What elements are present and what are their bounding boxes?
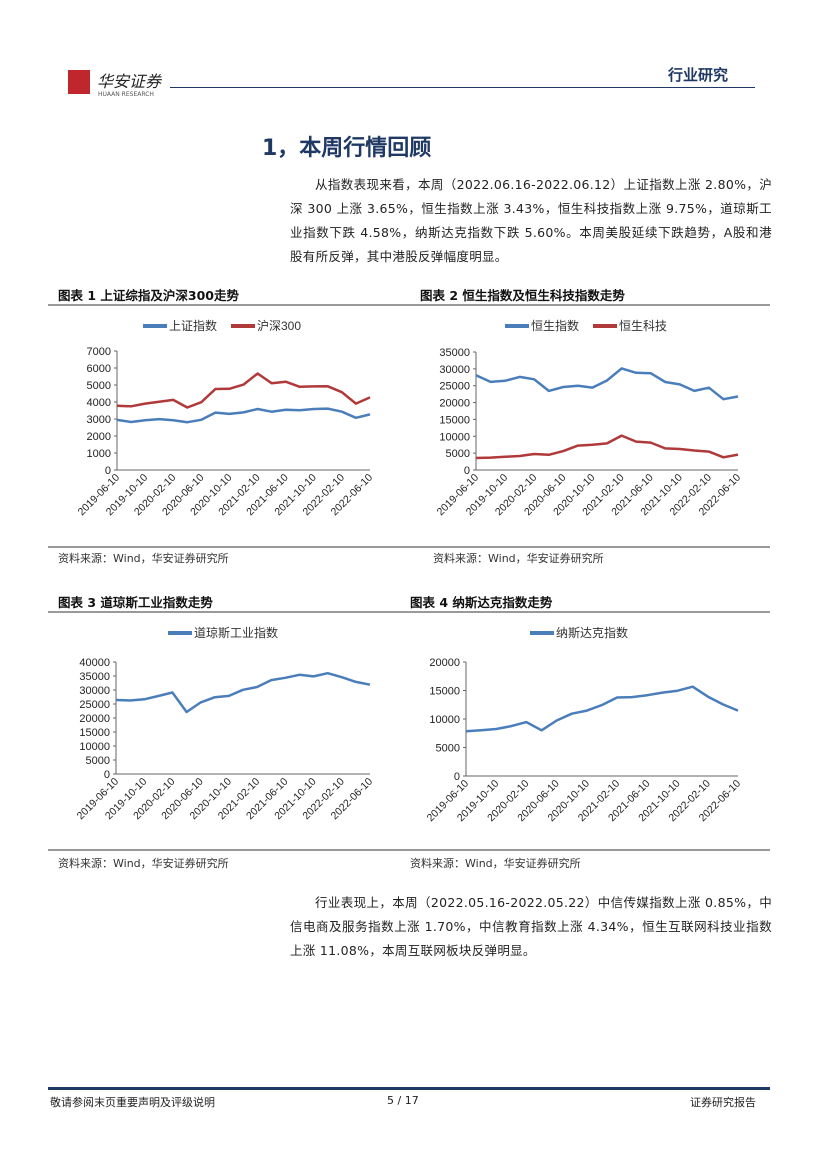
legend-label: 上证指数 — [169, 318, 217, 333]
paragraph-index-summary: 从指数表现来看，本周（2022.06.16-2022.06.12）上证指数上涨 … — [290, 177, 772, 264]
logo-subtitle: HUAAN RESEARCH — [98, 91, 154, 98]
footer-disclaimer: 敬请参阅末页重要声明及评级说明 — [50, 1096, 215, 1109]
y-tick-label: 0 — [104, 769, 110, 781]
legend-label: 恒生指数 — [531, 318, 579, 333]
y-tick-label: 5000 — [446, 448, 470, 460]
series-line — [465, 685, 739, 733]
y-tick-label: 15000 — [79, 727, 110, 739]
y-tick-label: 20000 — [429, 657, 460, 669]
footer-divider — [48, 1087, 770, 1090]
chart-row1-bottom-rule — [48, 546, 770, 548]
y-tick-label: 7000 — [87, 346, 111, 358]
y-tick-label: 3000 — [87, 414, 111, 426]
y-tick-label: 2000 — [87, 431, 111, 443]
y-tick-label: 25000 — [79, 699, 110, 711]
chart3-source: 资料来源：Wind，华安证券研究所 — [58, 857, 229, 870]
y-tick-label: 10000 — [429, 714, 460, 726]
chart-row2-bottom-rule — [48, 849, 770, 851]
legend-label: 恒生科技 — [619, 319, 667, 333]
series-line — [116, 407, 371, 424]
y-tick-label: 1000 — [87, 448, 111, 460]
chart-row1-top-rule — [48, 304, 770, 306]
series-line — [475, 434, 739, 460]
y-tick-label: 15000 — [429, 686, 460, 698]
chart4-title: 图表 4 纳斯达克指数走势 — [410, 595, 553, 610]
series-line — [116, 372, 371, 409]
chart4: 050001000015000200002019-06-102019-10-10… — [425, 625, 744, 824]
y-tick-label: 30000 — [79, 685, 110, 697]
logo-icon — [68, 70, 90, 94]
section-label: 行业研究 — [668, 66, 729, 84]
y-tick-label: 35000 — [79, 671, 110, 683]
header-divider — [170, 87, 755, 88]
chart1-title: 图表 1 上证综指及沪深300走势 — [58, 288, 239, 303]
y-tick-label: 5000 — [86, 755, 110, 767]
y-tick-label: 40000 — [79, 657, 110, 669]
logo: 华安证券 — [97, 72, 162, 91]
chart3-title: 图表 3 道琼斯工业指数走势 — [58, 595, 213, 610]
y-tick-label: 35000 — [439, 347, 470, 359]
y-tick-label: 0 — [464, 465, 470, 477]
chart1-source: 资料来源：Wind，华安证券研究所 — [58, 552, 229, 565]
y-tick-label: 30000 — [439, 364, 470, 376]
y-tick-label: 5000 — [436, 743, 460, 755]
legend-label: 道琼斯工业指数 — [194, 625, 278, 640]
y-tick-label: 0 — [105, 465, 111, 477]
footer-report-type: 证券研究报告 — [690, 1096, 756, 1109]
y-tick-label: 20000 — [439, 398, 470, 410]
chart2-title: 图表 2 恒生指数及恒生科技指数走势 — [420, 288, 625, 303]
chart1: 010002000300040005000600070002019-06-102… — [76, 318, 376, 518]
y-tick-label: 5000 — [87, 380, 111, 392]
y-tick-label: 0 — [454, 771, 460, 783]
y-tick-label: 20000 — [79, 713, 110, 725]
y-tick-label: 4000 — [87, 397, 111, 409]
paragraph-industry-summary: 行业表现上，本周（2022.05.16-2022.05.22）中信传媒指数上涨 … — [290, 895, 772, 958]
page-title: 1，本周行情回顾 — [262, 136, 432, 161]
y-tick-label: 10000 — [439, 431, 470, 443]
chart-row2-top-rule — [48, 611, 770, 613]
series-line — [475, 367, 739, 401]
chart2-source: 资料来源：Wind，华安证券研究所 — [433, 552, 604, 565]
chart4-source: 资料来源：Wind，华安证券研究所 — [410, 857, 581, 870]
chart3: 0 5000 10000 15000 20000 25000 30000 35000 40000… — [75, 625, 376, 822]
y-tick-label: 25000 — [439, 381, 470, 393]
y-tick-label: 10000 — [79, 741, 110, 753]
y-tick-label: 15000 — [439, 414, 470, 426]
legend-label: 纳斯达克指数 — [556, 625, 628, 640]
series-line — [115, 671, 371, 714]
page-number: 5 / 17 — [387, 1094, 419, 1107]
chart2: 050001000015000200002500030000350002019-… — [435, 318, 744, 518]
legend-label: 沪深300 — [257, 319, 301, 333]
y-tick-label: 6000 — [87, 363, 111, 375]
